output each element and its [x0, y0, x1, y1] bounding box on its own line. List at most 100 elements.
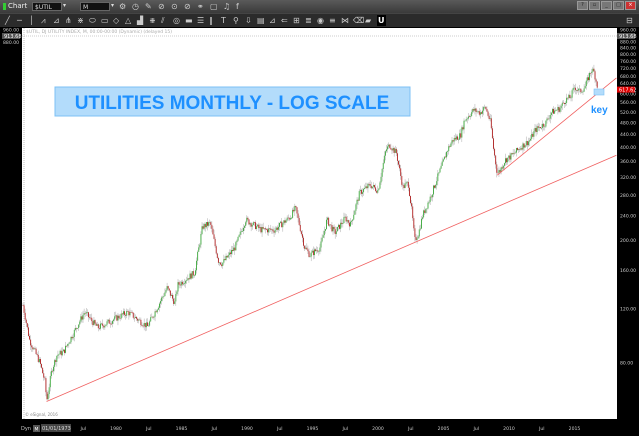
volume-tool-icon[interactable]: ▟ [137, 16, 144, 25]
panel-toggle-icon[interactable]: ⊟ [626, 16, 633, 25]
list-tool-icon[interactable]: ≣ [305, 16, 312, 25]
diamond-tool-icon[interactable]: ◇ [113, 16, 120, 25]
candle [298, 218, 300, 225]
x-tick-label: 1980 [110, 426, 122, 432]
trendline-tool-icon[interactable]: ╱ [5, 16, 10, 25]
x-tick-label: 1995 [307, 426, 319, 432]
comment-tool-icon[interactable]: ▰ [365, 16, 372, 25]
candle [181, 281, 183, 285]
text-tool-icon[interactable]: T [221, 16, 226, 25]
eye-tool-icon[interactable]: ◉ [317, 16, 324, 25]
candle [203, 224, 205, 229]
x-axis[interactable]: Jul 1980 Jul 1985 Jul 1990 Jul 1995 Jul 2000 Jul 20… [79, 426, 580, 432]
candle [342, 223, 344, 225]
help-button[interactable]: ? [577, 1, 588, 10]
bars-tool-icon[interactable]: ‖ [209, 16, 213, 25]
y-tick-label: 680.00 [620, 74, 636, 80]
interval-dropdown-icon[interactable]: ▾ [111, 2, 115, 9]
link-icon[interactable]: ⚭ [197, 2, 204, 11]
symbol-input[interactable]: $UTIL [32, 2, 62, 11]
ellipse-tool-icon[interactable]: ⬭ [89, 16, 96, 25]
lines-tool-icon[interactable]: ☰ [197, 16, 205, 25]
candle [77, 328, 79, 329]
polyline-tool-icon[interactable]: ⩘ [41, 16, 46, 25]
candle [403, 185, 405, 188]
u-tool-icon[interactable]: U [377, 15, 386, 26]
candle [192, 271, 194, 276]
eraser-tool-icon[interactable]: ⌫ [353, 16, 365, 25]
fibonacci-tool-icon[interactable]: ⊿ [53, 16, 60, 25]
settings-icon[interactable]: ⚙ [119, 2, 127, 11]
parallel-channel-tool-icon[interactable]: ⫽ [161, 16, 165, 25]
interval-input[interactable]: M [80, 2, 110, 11]
square-icon[interactable]: ▢ [210, 2, 218, 11]
fill-tool-icon[interactable]: ▤ [257, 16, 265, 25]
candle [120, 313, 122, 319]
annotation-title-box[interactable] [54, 86, 411, 117]
clock-icon[interactable]: ◷ [132, 2, 139, 11]
candle [299, 224, 301, 232]
key-marker-box[interactable] [593, 88, 605, 96]
candle [107, 319, 109, 322]
candle [210, 222, 212, 225]
candle [354, 210, 356, 215]
candle [277, 226, 279, 230]
candle [453, 137, 455, 142]
candle [460, 133, 462, 138]
circle-tool-icon[interactable]: ◎ [173, 16, 180, 25]
x-axis-interval-button[interactable] [33, 425, 40, 432]
marker-tool-icon[interactable]: ⚲ [233, 16, 239, 25]
zigzag-tool-icon[interactable]: ⋈ [341, 16, 349, 25]
maximize-button[interactable]: □ [613, 1, 624, 10]
candle [95, 323, 97, 326]
target-icon[interactable]: ⊙ [171, 2, 178, 11]
candle [148, 325, 149, 327]
x-axis-start-date-box[interactable] [41, 424, 71, 432]
candle [369, 184, 371, 186]
candle [353, 214, 355, 220]
candle [154, 311, 156, 317]
minimize-button[interactable]: _ [601, 1, 612, 10]
cycle-icon[interactable]: ⊘ [158, 2, 165, 11]
x-axis-mode[interactable]: Dyn [21, 426, 31, 432]
restore-button[interactable]: ▫ [589, 1, 600, 10]
candle [514, 152, 516, 154]
candle [196, 260, 198, 271]
band-tool-icon[interactable]: ▬ [185, 16, 193, 25]
trendline[interactable] [46, 154, 617, 402]
chart-app-icon [3, 3, 6, 10]
twitter-icon[interactable]: ♫ [223, 2, 231, 11]
back-tool-icon[interactable]: ⇐ [281, 16, 288, 25]
layers-tool-icon[interactable]: ≡ [329, 16, 336, 25]
ruler-tool-icon[interactable]: ⧻ [149, 16, 156, 25]
close-button[interactable]: × [625, 1, 636, 10]
y-axis-left[interactable]: 960.00 880.00 [3, 28, 19, 46]
y-tick-label: 440.00 [620, 132, 636, 138]
candle [371, 186, 373, 189]
gann-fan-tool-icon[interactable]: ⋇ [77, 16, 84, 25]
chart-tool-icon[interactable]: ⊿ [269, 16, 276, 25]
candle [122, 311, 124, 315]
candles [22, 64, 598, 401]
facebook-icon[interactable]: f [236, 2, 239, 11]
rectangle-tool-icon[interactable]: ▭ [101, 16, 109, 25]
chart-area[interactable]: $UTIL, DJ UTILITY INDEX, M, 00:00-00:00 … [0, 27, 639, 436]
candle [399, 164, 401, 169]
triangle-tool-icon[interactable]: △ [125, 16, 132, 25]
candle [151, 316, 153, 318]
candle [546, 118, 548, 121]
symbol-dropdown-icon[interactable]: ▾ [63, 2, 67, 9]
arrow-tool-icon[interactable]: ⇩ [245, 16, 252, 25]
horizontal-line-tool-icon[interactable]: ─ [17, 16, 22, 25]
candle [267, 229, 268, 233]
candle [538, 127, 540, 128]
grid-tool-icon[interactable]: ⊞ [293, 16, 300, 25]
no-icon[interactable]: ⊘ [184, 2, 191, 11]
candle [555, 110, 557, 111]
candle [520, 148, 522, 150]
candle [253, 222, 255, 223]
pencil-icon[interactable]: ✎ [145, 2, 152, 11]
pitchfork-tool-icon[interactable]: ⋔ [65, 16, 72, 25]
vertical-line-tool-icon[interactable]: │ [29, 16, 34, 25]
